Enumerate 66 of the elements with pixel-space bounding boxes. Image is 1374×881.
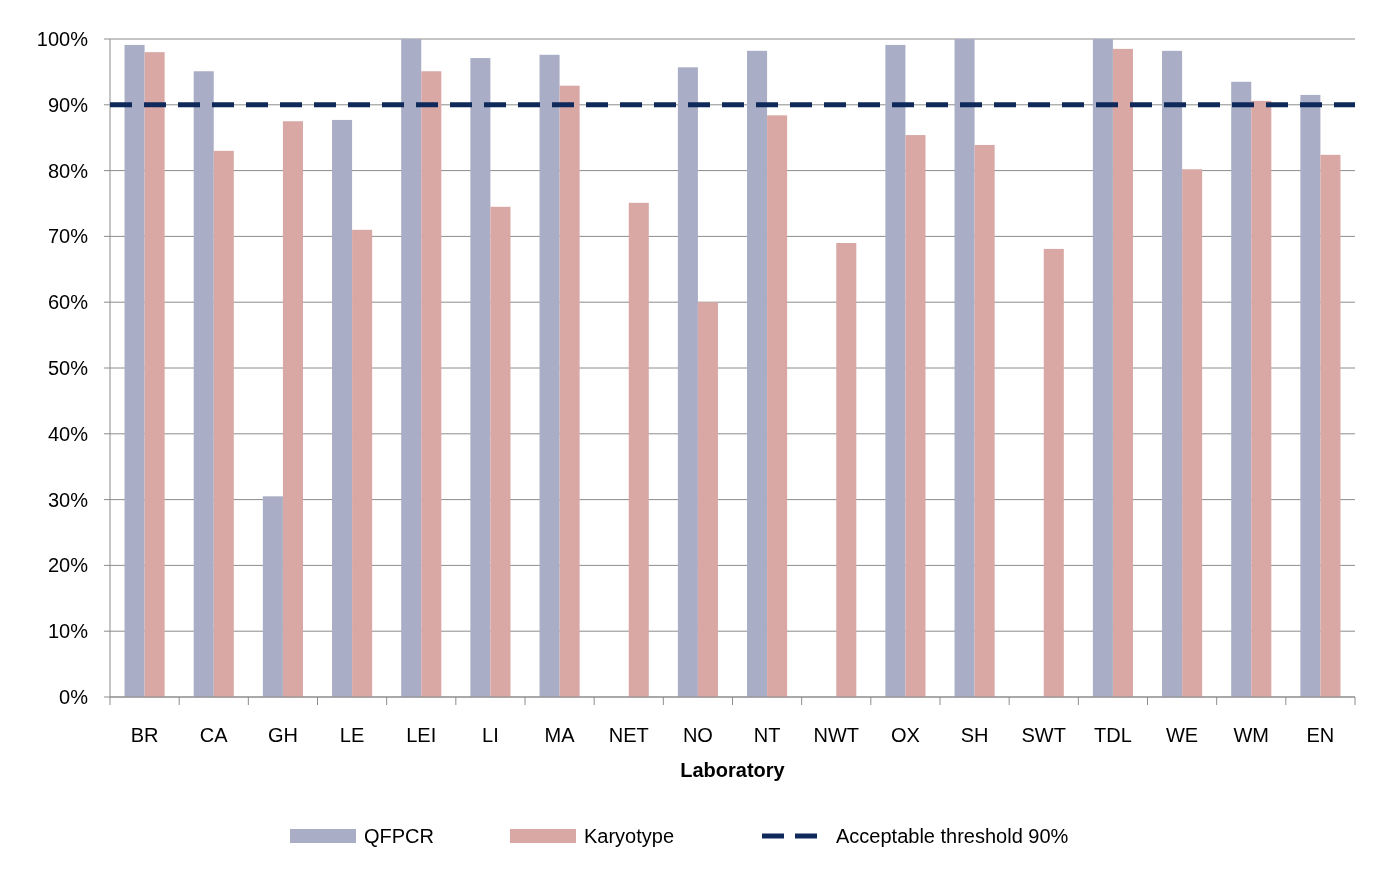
x-tick-label: WE — [1165, 724, 1199, 746]
bar — [470, 58, 491, 697]
x-tick-label: LE — [339, 724, 365, 746]
y-tick-label: 0% — [59, 686, 89, 708]
x-tick-label: LI — [482, 724, 499, 746]
y-tick-label: 90% — [47, 93, 89, 116]
bar — [144, 52, 165, 697]
bar — [1320, 154, 1341, 697]
x-tick-label: NT — [753, 724, 781, 746]
bar — [697, 302, 718, 697]
bar — [1300, 94, 1321, 697]
x-tick-label: SWT — [1021, 724, 1066, 746]
legend-label: Karyotype — [584, 825, 675, 847]
bar — [1182, 169, 1203, 697]
bar — [539, 54, 560, 697]
bar — [352, 229, 373, 697]
bar — [954, 39, 975, 697]
bar — [1231, 81, 1252, 697]
y-tick-label: 100% — [36, 28, 89, 50]
y-tick-label: 50% — [47, 357, 89, 379]
bar — [1092, 39, 1113, 697]
bar — [885, 44, 906, 697]
legend-label: QFPCR — [364, 825, 434, 847]
bar — [836, 242, 857, 697]
y-tick-label: 60% — [47, 291, 89, 314]
y-tick-label: 10% — [47, 620, 89, 643]
bar — [747, 50, 768, 697]
bar — [421, 71, 442, 697]
x-tick-label: NWT — [813, 724, 860, 746]
legend-label: Acceptable threshold 90% — [836, 825, 1069, 847]
bar — [124, 44, 145, 697]
x-tick-label: BR — [130, 724, 159, 746]
x-tick-label: SH — [960, 724, 989, 746]
bar — [1112, 48, 1133, 697]
bar — [1162, 50, 1183, 697]
bar — [677, 67, 698, 697]
bar — [1043, 248, 1064, 697]
bar — [213, 150, 234, 697]
y-tick-label: 70% — [47, 225, 89, 248]
bar — [193, 71, 214, 697]
bar — [905, 135, 926, 697]
bar — [262, 496, 283, 697]
bar — [332, 119, 353, 697]
y-tick-label: 40% — [47, 422, 89, 445]
x-tick-label: MA — [544, 724, 576, 746]
y-tick-label: 80% — [47, 159, 89, 182]
x-tick-label: NO — [682, 724, 713, 746]
bar — [401, 39, 422, 697]
bar — [490, 206, 511, 697]
y-tick-label: 30% — [47, 488, 89, 511]
bar — [1251, 100, 1272, 697]
x-tick-label: LEI — [406, 724, 437, 746]
x-tick-label: EN — [1306, 724, 1335, 746]
x-tick-label: TDL — [1094, 724, 1132, 746]
bar — [628, 202, 649, 697]
x-axis-title: Laboratory — [680, 759, 786, 781]
x-tick-label: WM — [1233, 724, 1270, 746]
y-tick-label: 20% — [47, 554, 89, 577]
bar — [559, 85, 580, 697]
x-tick-label: GH — [267, 724, 298, 746]
x-tick-label: OX — [890, 724, 920, 746]
x-tick-label: NET — [608, 724, 649, 746]
x-tick-label: CA — [199, 724, 229, 746]
bar — [282, 121, 303, 697]
bar — [767, 115, 788, 697]
bar — [974, 144, 995, 697]
